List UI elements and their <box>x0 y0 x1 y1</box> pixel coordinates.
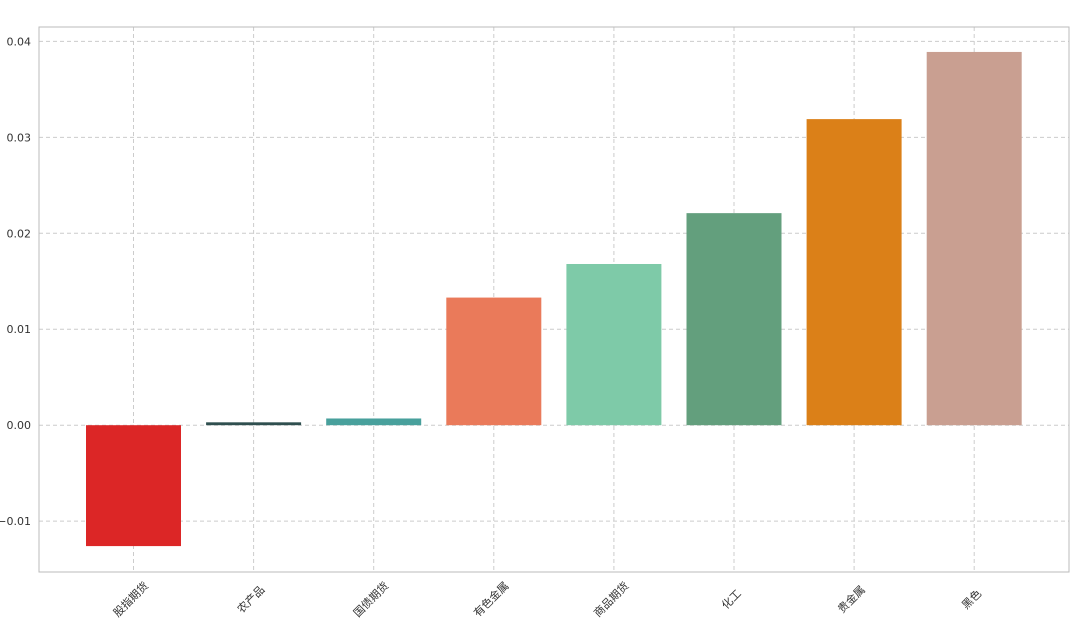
bar <box>446 297 542 426</box>
y-tick-label: 0.04 <box>7 35 32 48</box>
x-tick-label: 股指期货 <box>110 579 151 620</box>
y-axis-ticks: −0.01 0.00 0.01 0.02 0.03 0.04 <box>0 35 31 528</box>
bar <box>686 213 782 426</box>
bar <box>566 263 662 426</box>
y-tick-label: 0.03 <box>7 131 32 144</box>
bar <box>806 119 902 426</box>
x-tick-label: 有色金属 <box>470 579 511 620</box>
x-axis-ticks: 股指期货 农产品 国债期货 有色金属 商品期货 化工 贵金属 黑色 <box>110 579 984 620</box>
bar <box>86 425 181 547</box>
grid <box>39 27 1069 572</box>
bars <box>86 51 1022 547</box>
y-tick-label: 0.00 <box>7 419 32 432</box>
x-tick-label: 商品期货 <box>591 579 632 620</box>
bar <box>206 422 302 426</box>
bar <box>926 51 1022 426</box>
x-tick-label: 贵金属 <box>835 583 868 616</box>
axes-frame <box>38 26 1070 573</box>
x-tick-label: 化工 <box>718 586 743 611</box>
x-tick-label: 黑色 <box>959 586 984 611</box>
y-tick-label: 0.01 <box>7 323 32 336</box>
x-tick-label: 农产品 <box>234 583 267 616</box>
bar <box>326 418 422 426</box>
y-tick-label: −0.01 <box>0 515 31 528</box>
x-tick-label: 国债期货 <box>350 579 391 620</box>
y-tick-label: 0.02 <box>7 227 32 240</box>
